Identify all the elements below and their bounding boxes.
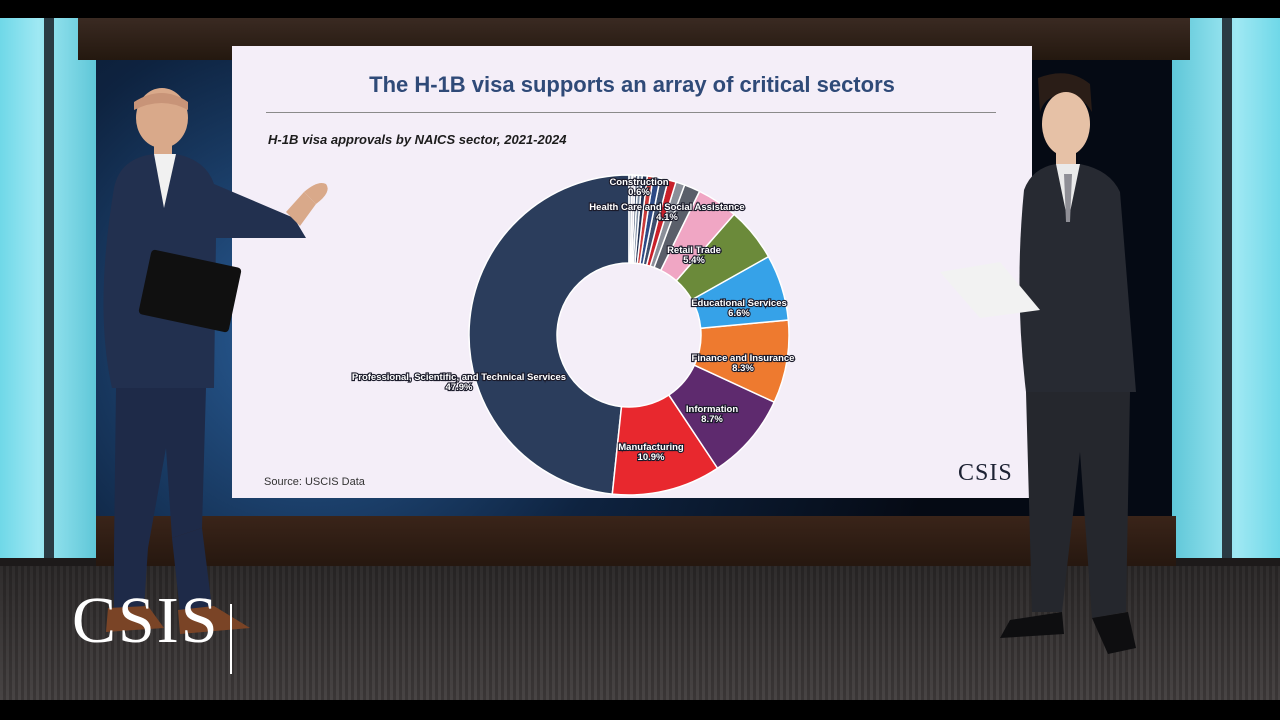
slice-value-6: 4.1% [656, 212, 678, 223]
letterbox-top [0, 0, 1280, 18]
donut-chart: Professional, Scientific, and Technical … [351, 174, 796, 496]
slice-value-0: 47.9% [446, 382, 473, 393]
slice-value-5: 5.4% [683, 255, 705, 266]
slice-label-4: Educational Services [691, 298, 787, 309]
letterbox-bottom [0, 700, 1280, 720]
floor-shadow [0, 566, 1280, 700]
presenter-right [940, 73, 1136, 654]
slice-label-3: Finance and Insurance [692, 353, 795, 364]
presentation-slide: The H-1B visa supports an array of criti… [232, 46, 1032, 498]
slice-label-5: Retail Trade [667, 245, 721, 256]
slice-value-4: 6.6% [728, 308, 750, 319]
donut-slice-17 [628, 174, 633, 264]
slice-value-1: 10.9% [638, 452, 665, 463]
wood-wainscot [96, 516, 1176, 568]
light-panel-divider-left [44, 18, 54, 558]
light-panel-divider-right [1222, 18, 1232, 558]
slice-label-12: Construction [609, 177, 668, 188]
source-note: Source: USCIS Data [264, 476, 365, 488]
broadcast-logo-divider [230, 604, 232, 674]
slice-value-2: 8.7% [701, 414, 723, 425]
title-divider [266, 112, 996, 113]
donut-slice-0 [468, 174, 630, 495]
slice-label-1: Manufacturing [618, 442, 684, 453]
slice-value-12: 0.6% [628, 187, 650, 198]
slice-label-0: Professional, Scientific, and Technical … [352, 372, 566, 383]
presenter-left [103, 88, 328, 634]
broadcast-logo: CSIS [72, 584, 220, 657]
slide-title: The H-1B visa supports an array of criti… [369, 72, 895, 97]
slide-logo: CSIS [958, 460, 1013, 486]
slice-value-3: 8.3% [732, 363, 754, 374]
chart-subtitle: H-1B visa approvals by NAICS sector, 202… [268, 132, 567, 147]
slice-label-2: Information [686, 404, 738, 415]
slice-label-6: Health Care and Social Assistance [589, 202, 744, 213]
carpet-floor [0, 566, 1280, 700]
